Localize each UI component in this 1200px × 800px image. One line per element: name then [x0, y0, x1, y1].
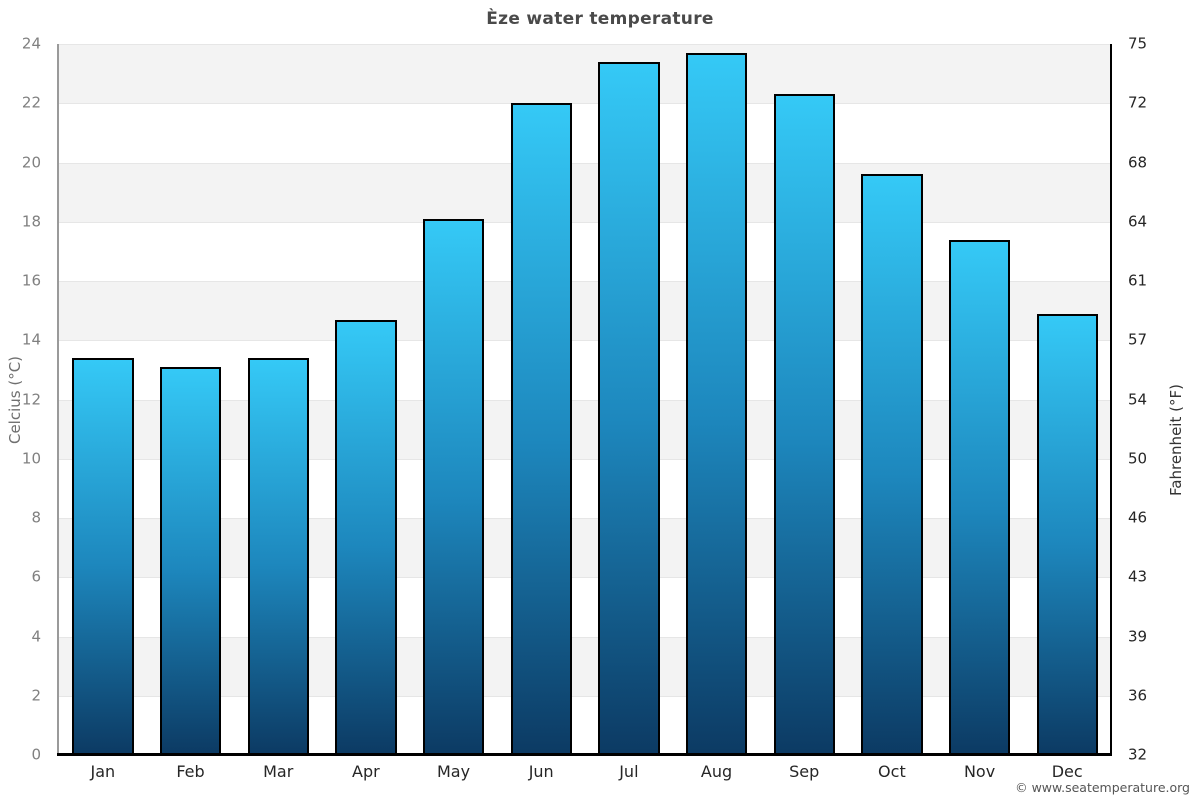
grid-band	[59, 577, 1111, 637]
month-label-aug: Aug	[700, 762, 733, 781]
grid-band	[59, 518, 1111, 578]
month-label-mar: Mar	[263, 762, 294, 781]
fahrenheit-tick-32: 32	[1128, 745, 1148, 764]
fahrenheit-tick-72: 72	[1128, 93, 1148, 112]
fahrenheit-tick-36: 36	[1128, 686, 1148, 705]
fahrenheit-axis-title: Fahrenheit (°F)	[1167, 384, 1185, 496]
bar-slot-may	[410, 44, 498, 755]
celsius-tick-2: 2	[31, 686, 41, 705]
celsius-tick-14: 14	[21, 330, 41, 349]
temperature-bar-dec	[1036, 313, 1098, 755]
celsius-axis-title: Celcius (°C)	[6, 355, 24, 445]
temperature-bar-nov	[948, 239, 1011, 755]
temperature-bar-jul	[598, 61, 660, 755]
bar-slot-aug	[673, 44, 761, 755]
celsius-tick-8: 8	[31, 508, 41, 527]
month-label-sep: Sep	[789, 762, 820, 781]
temperature-bar-sep	[773, 94, 835, 755]
grid-band	[59, 695, 1111, 755]
grid-band	[59, 103, 1111, 163]
month-label-jul: Jul	[619, 762, 639, 781]
bar-slot-apr	[322, 44, 410, 755]
fahrenheit-tick-57: 57	[1128, 330, 1148, 349]
month-label-jan: Jan	[90, 762, 116, 781]
fahrenheit-tick-75: 75	[1128, 34, 1148, 53]
celsius-tick-12: 12	[21, 390, 41, 408]
celsius-tick-10: 10	[21, 449, 41, 468]
bar-series	[59, 44, 1111, 755]
month-label-apr: Apr	[352, 762, 380, 781]
celsius-tick-4: 4	[31, 627, 41, 645]
month-label-oct: Oct	[878, 762, 906, 781]
temperature-bar-oct	[861, 174, 923, 755]
bar-slot-feb	[147, 44, 235, 755]
celsius-tick-18: 18	[21, 212, 41, 231]
fahrenheit-tick-labels: 32 36 39 43 46 50 54 57 61 64 68 72 75	[1112, 36, 1182, 762]
grid-band	[59, 44, 1111, 104]
celsius-tick-labels: 0 2 4 6 8 10 12 14 16 18 20 22 24	[0, 36, 50, 762]
bar-slot-sep	[760, 44, 848, 755]
temperature-bar-jun	[510, 103, 572, 755]
fahrenheit-tick-54: 54	[1128, 390, 1148, 408]
fahrenheit-tick-68: 68	[1128, 153, 1148, 171]
x-axis-line	[57, 753, 1112, 756]
celsius-tick-16: 16	[21, 271, 41, 290]
celsius-axis-line	[57, 44, 59, 755]
month-label-jun: Jun	[528, 762, 554, 781]
bar-slot-oct	[848, 44, 936, 755]
plot-area	[59, 44, 1111, 755]
grid-band	[59, 399, 1111, 459]
month-label-may: May	[436, 762, 471, 781]
temperature-bar-feb	[159, 366, 222, 755]
month-label-dec: Dec	[1051, 762, 1083, 781]
month-label-feb: Feb	[176, 762, 205, 781]
chart-title: Èze water temperature	[486, 9, 714, 29]
temperature-bar-apr	[335, 319, 397, 755]
copyright-attribution: © www.seatemperature.org	[1015, 780, 1190, 795]
grid-band	[59, 162, 1111, 222]
month-axis-labels: Jan Feb Mar Apr May Jun Jul Aug Sep Oct Nov Dec	[59, 762, 1111, 781]
grid-band	[59, 636, 1111, 696]
temperature-bar-jan	[72, 358, 134, 755]
temperature-bar-mar	[247, 358, 309, 755]
fahrenheit-tick-46: 46	[1128, 508, 1148, 527]
grid-band	[59, 281, 1111, 341]
grid-band	[59, 340, 1111, 400]
celsius-tick-0: 0	[31, 745, 41, 764]
bar-slot-dec	[1023, 44, 1111, 755]
grid-band	[59, 221, 1111, 281]
temperature-bar-aug	[685, 52, 748, 755]
temperature-bar-may	[422, 218, 485, 755]
celsius-tick-24: 24	[21, 34, 41, 53]
gridline-bands	[59, 44, 1111, 755]
grid-band	[59, 458, 1111, 518]
fahrenheit-tick-39: 39	[1128, 627, 1148, 645]
bar-slot-mar	[234, 44, 322, 755]
fahrenheit-axis-line	[1110, 44, 1112, 756]
fahrenheit-tick-50: 50	[1128, 449, 1148, 468]
celsius-tick-22: 22	[21, 93, 41, 112]
bar-slot-jan	[59, 44, 147, 755]
bar-slot-jun	[497, 44, 585, 755]
month-label-nov: Nov	[963, 762, 996, 781]
fahrenheit-tick-43: 43	[1128, 567, 1148, 586]
fahrenheit-tick-64: 64	[1128, 212, 1148, 231]
fahrenheit-tick-61: 61	[1128, 271, 1148, 290]
celsius-tick-20: 20	[21, 153, 41, 171]
bar-slot-nov	[936, 44, 1024, 755]
celsius-tick-6: 6	[31, 567, 41, 586]
bar-slot-jul	[585, 44, 673, 755]
